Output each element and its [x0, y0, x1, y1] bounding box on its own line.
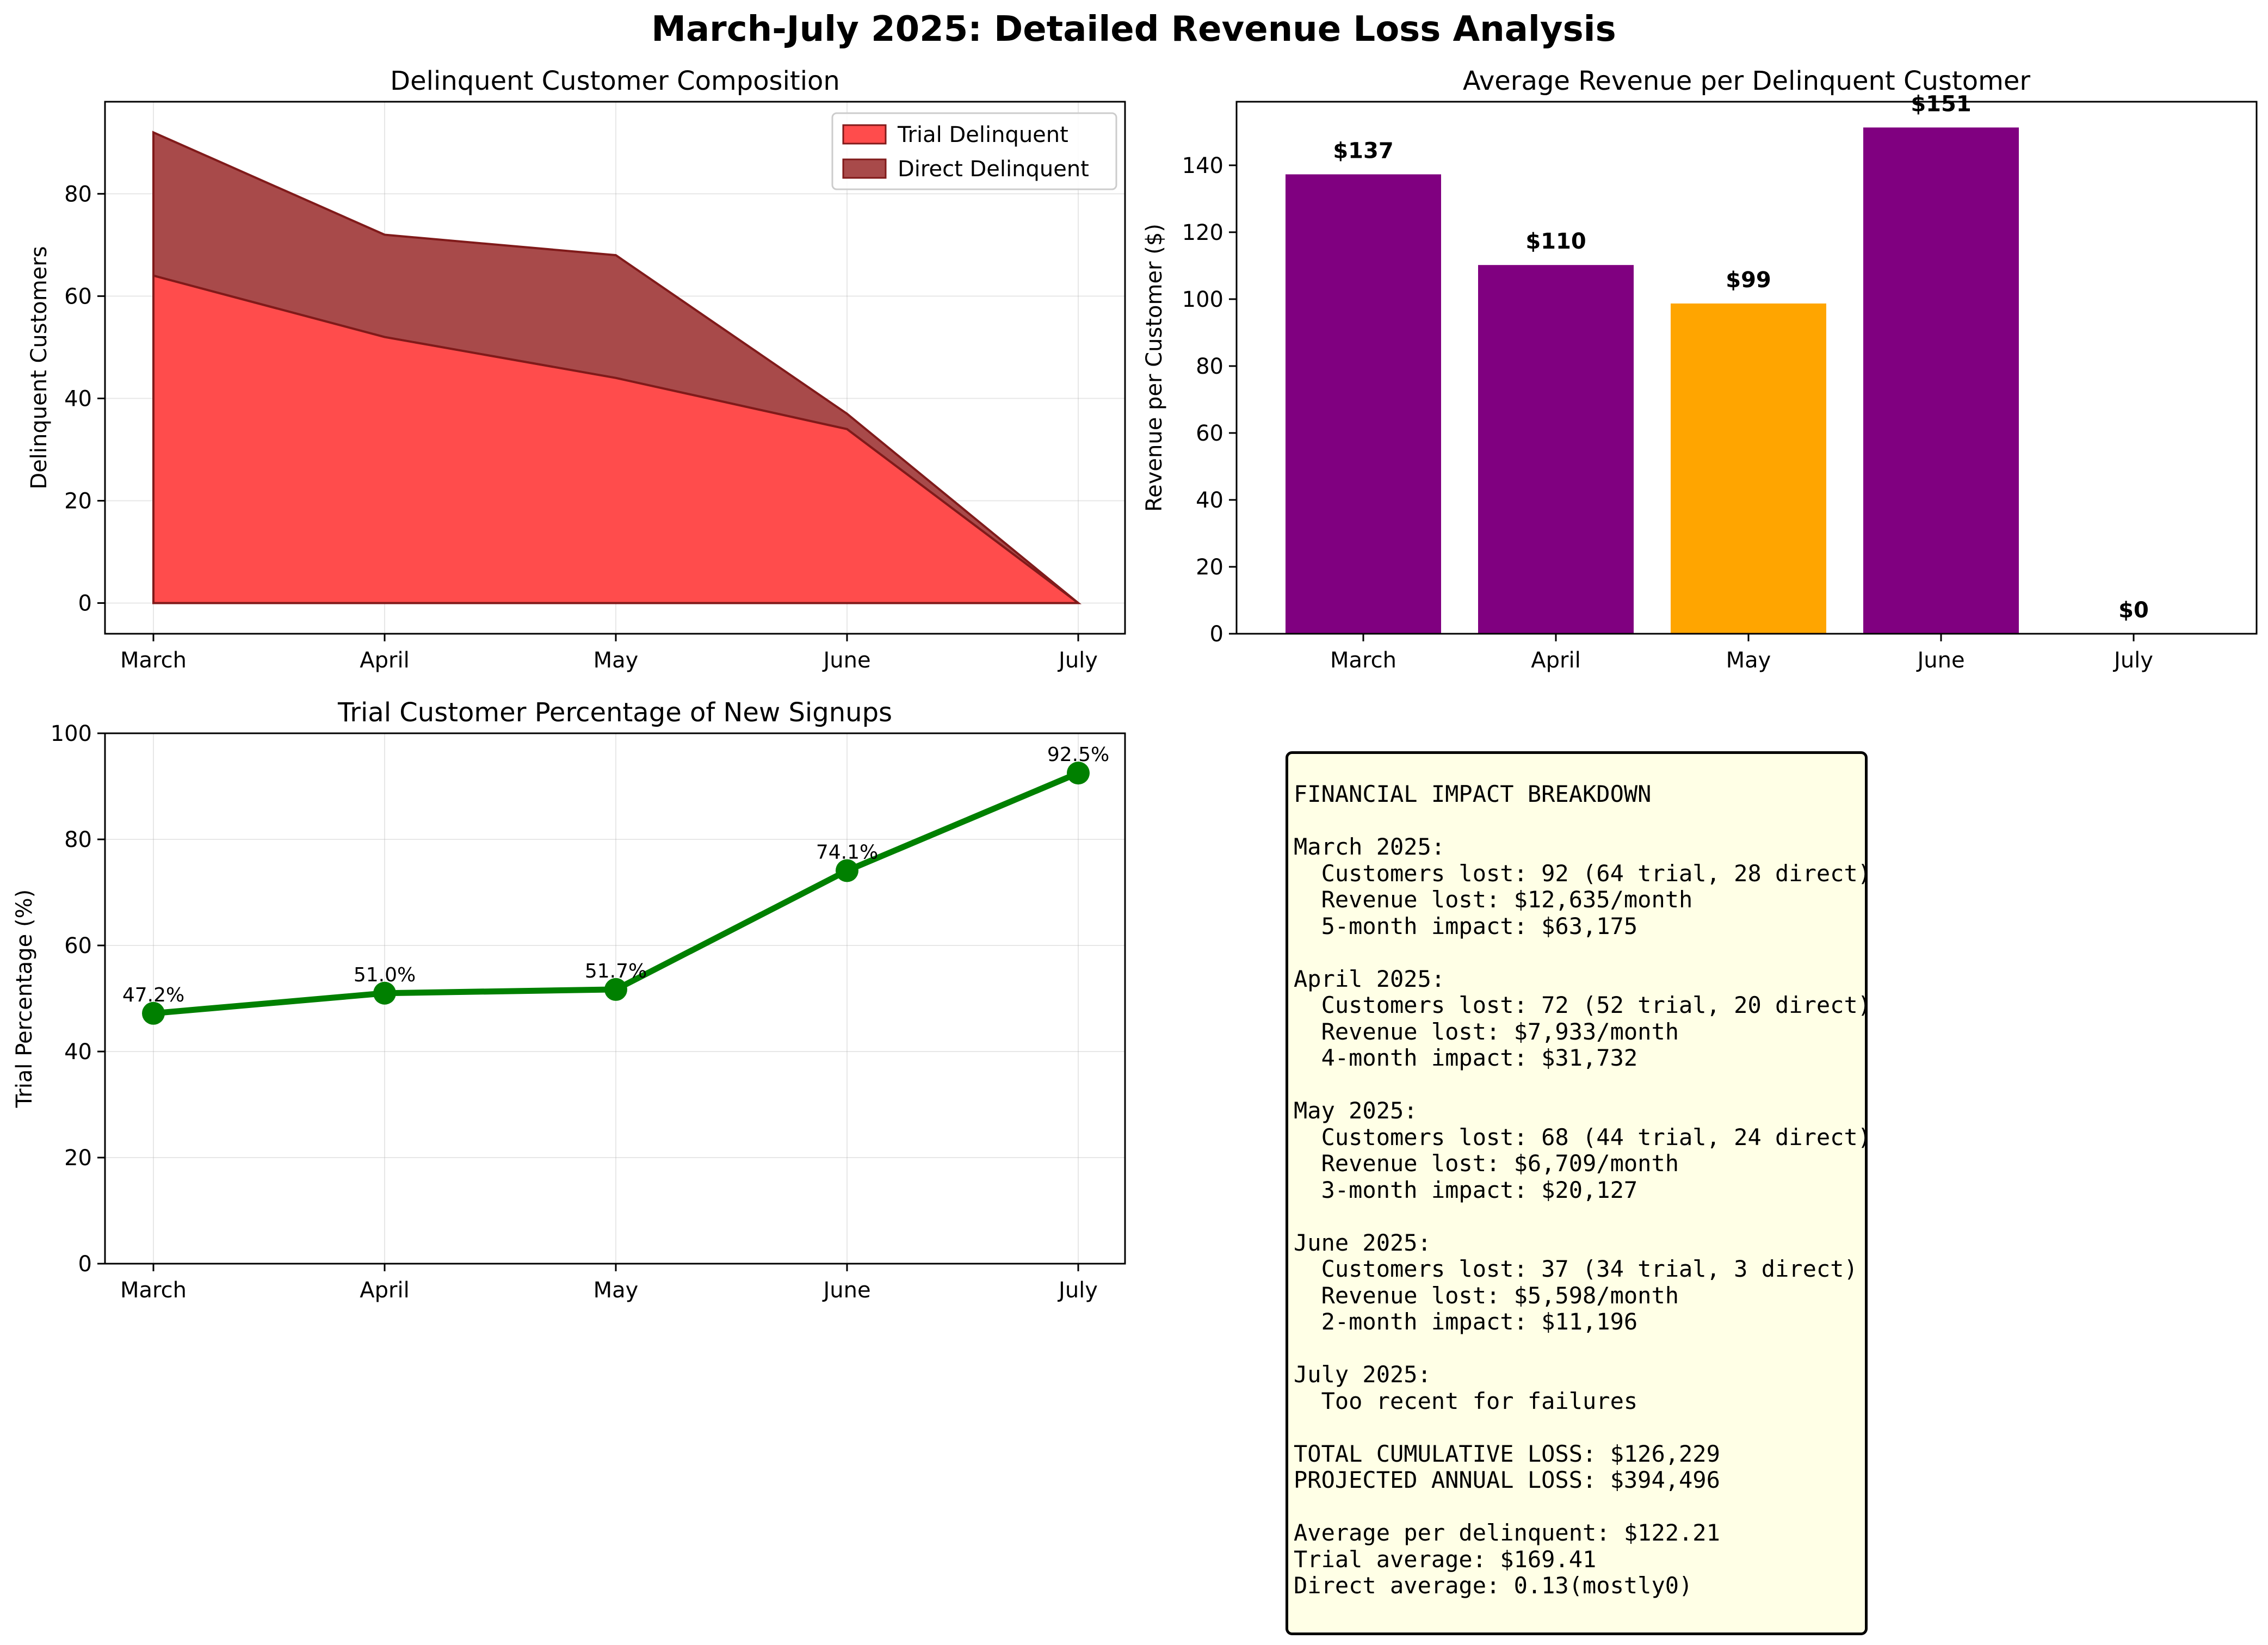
y-tick-label: 20: [64, 1146, 92, 1171]
x-tick-label: March: [120, 648, 187, 673]
bar: [1863, 127, 2019, 634]
data-label: 92.5%: [1047, 744, 1109, 766]
data-point: [836, 859, 858, 882]
line-chart-panel: 0 20 40 60 80 100 March April May June July Trial C…: [12, 697, 1126, 1303]
financial-impact-box: FINANCIAL IMPACT BREAKDOWN March 2025: C…: [1286, 751, 1868, 1635]
bar-value-label: $99: [1726, 268, 1771, 293]
y-tick-label: 120: [1182, 220, 1223, 245]
data-point: [142, 1001, 165, 1025]
bar-value-label: $151: [1911, 91, 1971, 116]
y-tick-label: 80: [64, 182, 92, 207]
area-chart-panel: 0 20 40 60 80 March April May June July Delinquent…: [27, 66, 1126, 673]
y-tick-label: 60: [64, 933, 92, 958]
bar-value-label: $110: [1525, 229, 1586, 254]
data-label: 74.1%: [816, 842, 878, 864]
y-tick-label: 40: [64, 1040, 92, 1065]
y-axis-label: Revenue per Customer ($): [1142, 224, 1167, 512]
y-tick-label: 0: [78, 1252, 92, 1277]
x-tick-label: March: [120, 1278, 187, 1303]
bar-chart-panel: 0 20 40 60 80 100 120 140 March April May June July A…: [1142, 66, 2258, 673]
data-point: [373, 981, 396, 1005]
y-tick-label: 20: [64, 489, 92, 514]
data-point: [1067, 762, 1090, 785]
x-tick-label: May: [594, 1278, 639, 1303]
chart-title: Trial Customer Percentage of New Signups: [337, 697, 892, 728]
x-tick-label: July: [1057, 1278, 1098, 1303]
chart-title: Delinquent Customer Composition: [390, 66, 840, 96]
legend-swatch-trial: [842, 124, 887, 145]
x-tick-label: March: [1330, 648, 1396, 673]
x-tick-label: June: [1915, 648, 1964, 673]
x-tick-label: June: [821, 648, 870, 673]
y-tick-label: 60: [64, 284, 92, 309]
legend-label-trial: Trial Delinquent: [897, 122, 1068, 147]
axes-frame: [104, 101, 1126, 635]
x-tick-label: April: [360, 648, 409, 673]
y-tick-label: 80: [64, 827, 92, 852]
x-tick-label: May: [1726, 648, 1771, 673]
trial-delinquent-area: [152, 274, 1082, 604]
bar: [1286, 174, 1441, 634]
figure-title: March-July 2025: Detailed Revenue Loss A…: [651, 9, 1616, 50]
axes-frame: [1235, 101, 2258, 635]
y-tick-label: 40: [1196, 488, 1223, 513]
y-axis-label: Trial Percentage (%): [12, 889, 37, 1108]
y-tick-label: 100: [51, 721, 92, 746]
legend-label-direct: Direct Delinquent: [898, 157, 1089, 182]
bar-value-label: $0: [2118, 598, 2149, 623]
bar: [1478, 265, 1634, 634]
x-tick-label: July: [2112, 648, 2153, 673]
x-tick-label: April: [1531, 648, 1580, 673]
y-tick-label: 140: [1182, 153, 1223, 178]
x-tick-label: June: [821, 1278, 870, 1303]
data-label: 51.0%: [354, 964, 416, 986]
y-tick-label: 80: [1196, 354, 1223, 379]
y-axis-label: Delinquent Customers: [27, 246, 52, 489]
x-tick-label: July: [1057, 648, 1098, 673]
y-tick-label: 40: [64, 386, 92, 411]
y-tick-label: 60: [1196, 421, 1223, 446]
bar-value-label: $137: [1333, 138, 1393, 163]
legend-box: [831, 112, 1117, 190]
data-label: 51.7%: [585, 960, 647, 982]
y-tick-label: 0: [78, 591, 92, 616]
chart-title: Average Revenue per Delinquent Customer: [1463, 66, 2031, 96]
x-tick-label: April: [360, 1278, 409, 1303]
data-label: 47.2%: [122, 984, 184, 1006]
financial-impact-text: FINANCIAL IMPACT BREAKDOWN March 2025: C…: [1294, 781, 1868, 1599]
y-tick-label: 20: [1196, 555, 1223, 580]
y-tick-label: 100: [1182, 287, 1223, 312]
data-point: [604, 978, 627, 1001]
bar: [1671, 303, 1826, 634]
x-tick-label: May: [594, 648, 639, 673]
legend-swatch-direct: [842, 158, 887, 179]
axes-frame: [104, 732, 1126, 1265]
y-tick-label: 0: [1210, 622, 1223, 647]
